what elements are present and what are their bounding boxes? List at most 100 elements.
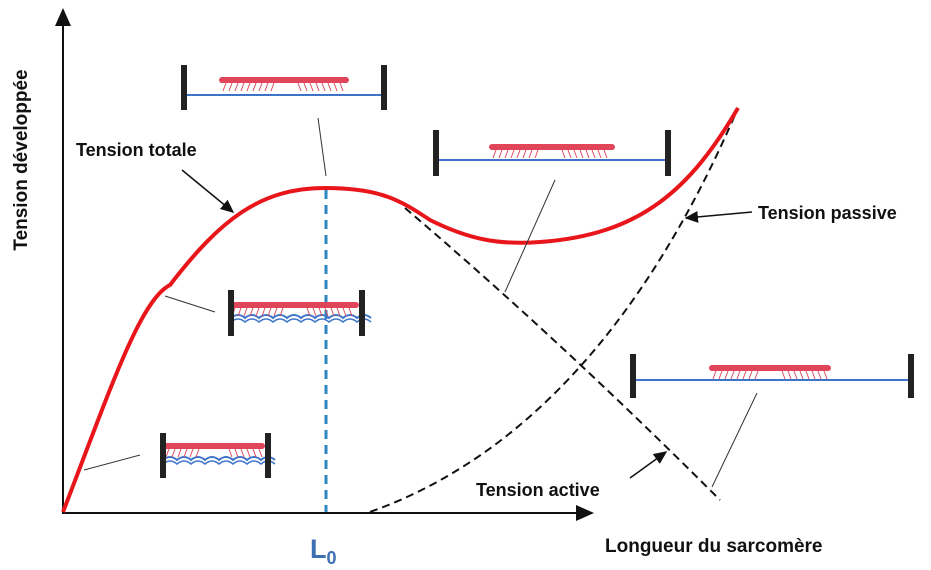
myosin-head bbox=[730, 370, 735, 380]
myosin-head bbox=[585, 149, 590, 159]
y-axis-label: Tension développée bbox=[11, 69, 32, 250]
myosin-head bbox=[324, 307, 329, 317]
myosin-head bbox=[165, 448, 170, 458]
myosin-head bbox=[171, 448, 176, 458]
pointer bbox=[711, 392, 758, 488]
myosin-head bbox=[177, 448, 182, 458]
passive-curve bbox=[369, 107, 739, 513]
pointer bbox=[317, 117, 327, 177]
myosin-head bbox=[510, 149, 515, 159]
l0-label: L0 bbox=[310, 534, 337, 568]
pointer bbox=[164, 295, 216, 313]
z-disc bbox=[160, 433, 166, 478]
thin-filament bbox=[162, 456, 276, 462]
x-axis-label: Longueur du sarcomère bbox=[605, 536, 823, 557]
pointer bbox=[504, 179, 556, 293]
myosin-head bbox=[516, 149, 521, 159]
myosin-head bbox=[342, 307, 347, 317]
myosin-head bbox=[330, 307, 335, 317]
total-curve bbox=[61, 106, 740, 513]
thin-filament bbox=[230, 314, 372, 320]
myosin-head bbox=[567, 149, 572, 159]
myosin-head bbox=[234, 448, 239, 458]
myosin-head bbox=[189, 448, 194, 458]
myosin-head bbox=[748, 370, 753, 380]
myosin-head bbox=[261, 307, 266, 317]
z-disc bbox=[228, 290, 234, 336]
pointer bbox=[83, 454, 141, 471]
myosin-head bbox=[742, 370, 747, 380]
myosin-head bbox=[318, 307, 323, 317]
pointers bbox=[83, 117, 758, 488]
z-disc bbox=[433, 130, 439, 176]
myosin-head bbox=[255, 307, 260, 317]
total-arrow bbox=[181, 169, 235, 213]
myosin-head bbox=[252, 82, 257, 92]
myosin-head bbox=[333, 82, 338, 92]
myosin-head bbox=[498, 149, 503, 159]
myosin-head bbox=[754, 370, 759, 380]
myosin-head bbox=[336, 307, 341, 317]
myosin-head bbox=[270, 82, 275, 92]
myosin-head bbox=[793, 370, 798, 380]
myosin-head bbox=[297, 82, 302, 92]
myosin-head bbox=[817, 370, 822, 380]
myosin-head bbox=[183, 448, 188, 458]
myosin-head bbox=[267, 307, 272, 317]
myosin-head bbox=[246, 448, 251, 458]
myosin-head bbox=[348, 307, 353, 317]
myosin-head bbox=[243, 307, 248, 317]
myosin-head bbox=[724, 370, 729, 380]
thin-filament bbox=[230, 318, 372, 323]
myosin-head bbox=[252, 448, 257, 458]
myosin-head bbox=[240, 448, 245, 458]
myosin-head bbox=[222, 82, 227, 92]
myosin-head bbox=[228, 82, 233, 92]
myosin-head bbox=[492, 149, 497, 159]
active-curve bbox=[404, 207, 721, 501]
myosin-head bbox=[823, 370, 828, 380]
z-disc bbox=[265, 433, 271, 478]
z-disc bbox=[665, 130, 671, 176]
myosin-head bbox=[240, 82, 245, 92]
myosin-head bbox=[249, 307, 254, 317]
l0-sub: 0 bbox=[327, 548, 337, 568]
myosin-head bbox=[321, 82, 326, 92]
active-arrow bbox=[629, 451, 668, 479]
myosin-head bbox=[522, 149, 527, 159]
myosin-head bbox=[312, 307, 317, 317]
myosin-head bbox=[603, 149, 608, 159]
myosin-head bbox=[195, 448, 200, 458]
sarcomere-icons bbox=[160, 65, 914, 478]
z-disc bbox=[381, 65, 387, 110]
z-disc bbox=[630, 354, 636, 398]
myosin-head bbox=[573, 149, 578, 159]
passive-label: Tension passive bbox=[758, 203, 897, 223]
myosin-head bbox=[264, 82, 269, 92]
z-disc bbox=[181, 65, 187, 110]
active-label: Tension active bbox=[476, 480, 600, 500]
myosin-head bbox=[811, 370, 816, 380]
myosin-head bbox=[718, 370, 723, 380]
myosin-head bbox=[805, 370, 810, 380]
myosin-head bbox=[787, 370, 792, 380]
thin-filament bbox=[162, 460, 276, 465]
myosin-head bbox=[561, 149, 566, 159]
myosin-head bbox=[234, 82, 239, 92]
myosin-head bbox=[303, 82, 308, 92]
myosin-head bbox=[736, 370, 741, 380]
myosin-head bbox=[591, 149, 596, 159]
z-disc bbox=[359, 290, 365, 336]
myosin-head bbox=[237, 307, 242, 317]
myosin-head bbox=[246, 82, 251, 92]
myosin-head bbox=[339, 82, 344, 92]
myosin-head bbox=[799, 370, 804, 380]
myosin-head bbox=[327, 82, 332, 92]
myosin-head bbox=[712, 370, 717, 380]
myosin-head bbox=[534, 149, 539, 159]
myosin-head bbox=[228, 448, 233, 458]
myosin-head bbox=[781, 370, 786, 380]
myosin-head bbox=[597, 149, 602, 159]
